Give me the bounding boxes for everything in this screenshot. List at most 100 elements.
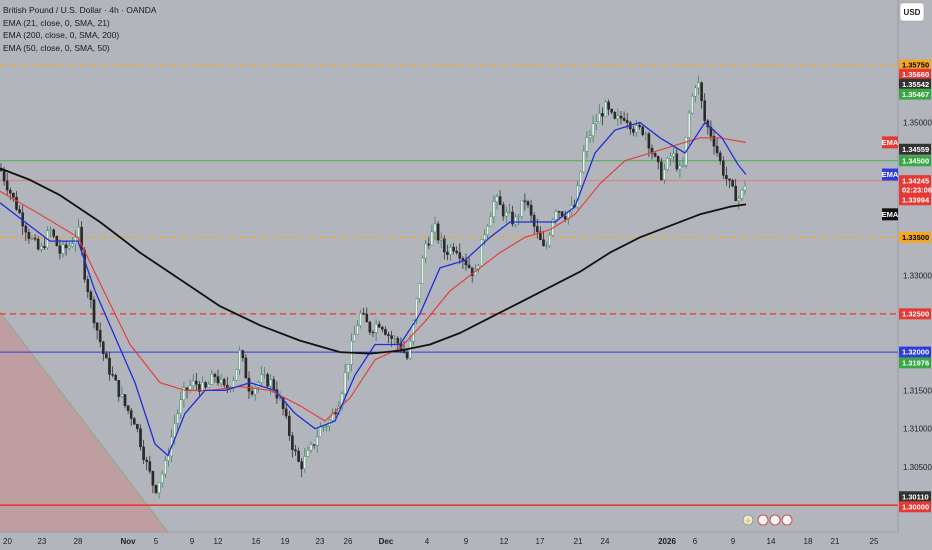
price-tag-bg [899, 357, 931, 369]
candle-body [387, 334, 390, 336]
ema-tag-bg [882, 168, 898, 181]
candle-body [253, 387, 257, 395]
candle-body [607, 101, 610, 110]
candle-body [511, 211, 514, 225]
candle-body [601, 113, 604, 117]
candle-body [188, 385, 192, 390]
candle-body [449, 247, 452, 256]
candle-body [371, 331, 375, 334]
us-flag-event-icon[interactable] [757, 514, 769, 526]
legend-ema-200[interactable]: EMA (200, close, 0, SMA, 200) [3, 30, 120, 40]
candle-body [182, 387, 186, 400]
legend-ema-21[interactable]: EMA (21, close, 0, SMA, 21) [3, 17, 110, 28]
candle-body [356, 325, 359, 335]
candle-body [542, 239, 545, 246]
candle-body [288, 415, 291, 436]
candle-body [374, 323, 378, 333]
candle-body [681, 165, 685, 167]
candle-body [446, 251, 449, 256]
candle-body [185, 387, 189, 390]
price-tag-bg [899, 194, 931, 206]
candle-body [207, 384, 211, 388]
legend-symbol-title[interactable]: British Pound / U.S. Dollar · 4h · OANDA [3, 5, 157, 15]
candle-body [198, 384, 201, 392]
currency-button[interactable] [899, 2, 925, 22]
price-tag-label: 1.34559 [902, 145, 929, 154]
candle-body [303, 456, 307, 469]
candle-body [145, 459, 149, 462]
candle-body [142, 446, 145, 461]
candle-body [362, 312, 366, 315]
candle-body [139, 428, 142, 448]
candle-body [297, 450, 300, 462]
candle-body [492, 201, 496, 218]
lightning-event-icon[interactable] [742, 514, 754, 526]
candle-body [619, 115, 623, 119]
time-tick-label: 19 [281, 537, 290, 546]
candle-body [132, 418, 136, 425]
candle-body [430, 231, 434, 246]
price-tag-label: 1.31976 [902, 358, 929, 367]
candle-body [284, 408, 288, 417]
candle-body [718, 152, 722, 161]
horizontal-levels [0, 64, 898, 507]
legend-ema-50[interactable]: EMA (50, close, 0, SMA, 50) [3, 42, 110, 53]
candle-body [418, 283, 421, 299]
lightning-icon: ⚡ [744, 516, 753, 525]
price-tag-label: 1.33500 [902, 233, 929, 242]
candle-body [660, 161, 663, 181]
candle-body [594, 121, 598, 124]
candle-body [167, 455, 170, 461]
candle-body [129, 410, 133, 419]
candle-body [2, 170, 6, 182]
candle-body [353, 334, 356, 342]
candle-body [173, 423, 176, 438]
candlesticks [0, 75, 747, 499]
candle-body [176, 413, 180, 424]
candle-body [204, 382, 207, 388]
candle-body [67, 245, 71, 249]
us-flag-event-icon-2[interactable] [769, 514, 781, 526]
candle-body [536, 226, 539, 233]
candle-body [114, 375, 117, 381]
candle-body [520, 200, 524, 217]
price-tag-label: 1.35542 [902, 80, 929, 89]
candle-body [43, 246, 46, 248]
candle-body [728, 178, 731, 181]
candle-body [598, 113, 601, 123]
event-icons[interactable]: ⚡ [742, 514, 793, 526]
candle-body [312, 444, 316, 446]
price-tag-label: 1.35660 [902, 70, 929, 79]
candle-body [545, 245, 548, 247]
candle-body [105, 353, 108, 359]
candle-body [632, 128, 635, 133]
candle-body [117, 380, 121, 397]
candle-body [49, 229, 52, 231]
candle-body [247, 377, 251, 392]
candle-body [36, 238, 40, 250]
candle-body [737, 198, 741, 202]
candle-body [98, 330, 102, 343]
candle-body [691, 96, 694, 114]
candle-body [532, 215, 536, 227]
candle-body [58, 245, 62, 254]
time-axis[interactable] [0, 532, 932, 550]
candle-body [554, 211, 558, 221]
uk-flag-event-icon[interactable] [781, 514, 793, 526]
candle-body [666, 158, 669, 170]
candle-body [452, 247, 455, 252]
candle-body [18, 209, 21, 213]
candle-body [154, 484, 158, 493]
candle-body [715, 145, 719, 154]
candle-body [722, 160, 725, 176]
candle-body [294, 449, 297, 452]
candle-body [412, 320, 415, 342]
candle-body [61, 244, 65, 254]
plot-background [0, 0, 898, 532]
time-tick-label: 12 [214, 537, 223, 546]
candle-body [439, 238, 443, 241]
price-tag-label: 1.35750 [902, 61, 929, 70]
candle-body [734, 185, 737, 202]
candle-body [359, 312, 362, 326]
